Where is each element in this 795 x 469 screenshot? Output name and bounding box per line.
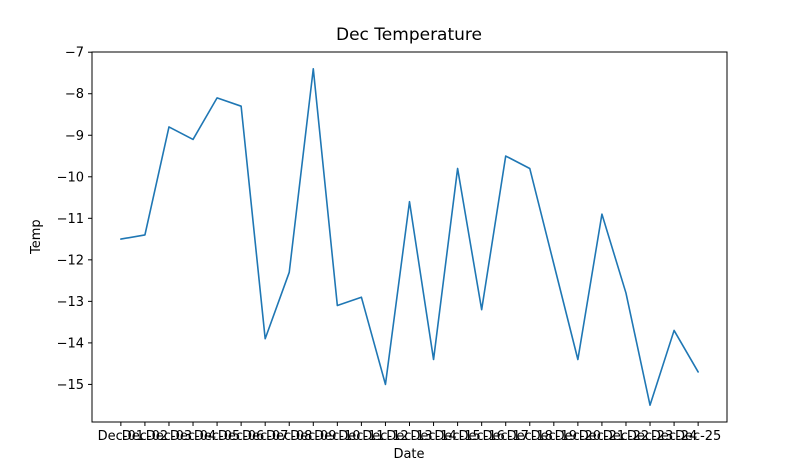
x-tick-label: Dec-18 — [507, 429, 553, 444]
x-tick-label: Dec-19 — [531, 429, 577, 444]
x-tick-label: Dec-21 — [579, 429, 625, 444]
plot-border — [91, 51, 728, 423]
x-tick-label: Dec-11 — [338, 429, 384, 444]
x-tick-label: Dec-15 — [434, 429, 480, 444]
y-tick-label: −7 — [65, 46, 84, 61]
x-tick-label: Dec-03 — [146, 429, 192, 444]
y-tick-label: −12 — [57, 253, 84, 268]
x-tick-label: Dec-06 — [218, 429, 264, 444]
temperature-line — [120, 68, 699, 406]
x-tick-label: Dec-17 — [483, 429, 529, 444]
x-axis-label: Date — [393, 447, 425, 462]
x-tick-label: Dec-25 — [675, 429, 721, 444]
y-tick-label: −10 — [57, 170, 84, 185]
y-tick-label: −14 — [57, 336, 84, 351]
x-tick-label: Dec-01 — [98, 429, 144, 444]
y-tick-label: −13 — [57, 295, 84, 310]
y-axis-label: Temp — [29, 219, 44, 255]
x-tick-label: Dec-07 — [242, 429, 288, 444]
x-tick-label: Dec-04 — [170, 429, 216, 444]
x-tick-label: Dec-02 — [122, 429, 168, 444]
x-tick-label: Dec-24 — [651, 429, 697, 444]
y-tick-label: −11 — [57, 212, 84, 227]
x-tick-label: Dec-20 — [555, 429, 601, 444]
x-tick-label: Dec-16 — [458, 429, 504, 444]
x-tick-label: Dec-09 — [290, 429, 336, 444]
x-tick-label: Dec-08 — [266, 429, 312, 444]
y-tick-label: −15 — [57, 378, 84, 393]
x-tick-label: Dec-23 — [627, 429, 673, 444]
x-tick-label: Dec-05 — [194, 429, 240, 444]
x-tick-label: Dec-22 — [603, 429, 649, 444]
x-tick-label: Dec-14 — [410, 429, 456, 444]
x-tick-label: Dec-12 — [362, 429, 408, 444]
chart-title: Dec Temperature — [336, 25, 482, 45]
y-tick-label: −8 — [65, 87, 84, 102]
x-tick-label: Dec-10 — [314, 429, 360, 444]
x-tick-label: Dec-13 — [386, 429, 432, 444]
y-tick-label: −9 — [65, 129, 84, 144]
